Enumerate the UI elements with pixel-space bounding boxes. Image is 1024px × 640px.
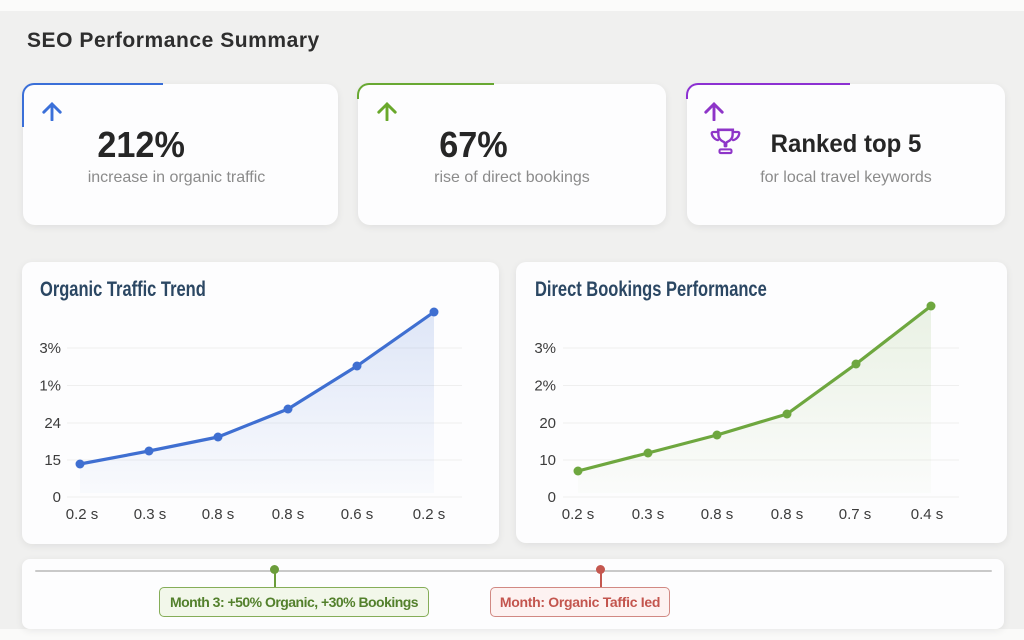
svg-text:20: 20 (539, 415, 556, 432)
svg-text:1%: 1% (39, 378, 61, 395)
svg-text:0.2 s: 0.2 s (66, 506, 99, 523)
svg-text:0.6 s: 0.6 s (341, 506, 374, 523)
svg-text:0: 0 (548, 489, 556, 506)
svg-text:0.3 s: 0.3 s (632, 506, 665, 523)
svg-text:0.4 s: 0.4 s (911, 506, 944, 523)
svg-text:0: 0 (53, 489, 61, 506)
svg-text:0.7 s: 0.7 s (839, 506, 872, 523)
svg-text:0.8 s: 0.8 s (701, 506, 734, 523)
svg-text:3%: 3% (39, 340, 61, 357)
svg-text:3%: 3% (534, 340, 556, 357)
svg-text:0.8 s: 0.8 s (272, 506, 305, 523)
svg-text:0.8 s: 0.8 s (771, 506, 804, 523)
svg-text:2%: 2% (534, 378, 556, 395)
svg-text:24: 24 (44, 415, 61, 432)
svg-text:0.2 s: 0.2 s (413, 506, 446, 523)
svg-text:10: 10 (539, 452, 556, 469)
svg-text:0.2 s: 0.2 s (562, 506, 595, 523)
svg-text:0.3 s: 0.3 s (134, 506, 167, 523)
svg-text:15: 15 (44, 452, 61, 469)
svg-text:0.8 s: 0.8 s (202, 506, 235, 523)
